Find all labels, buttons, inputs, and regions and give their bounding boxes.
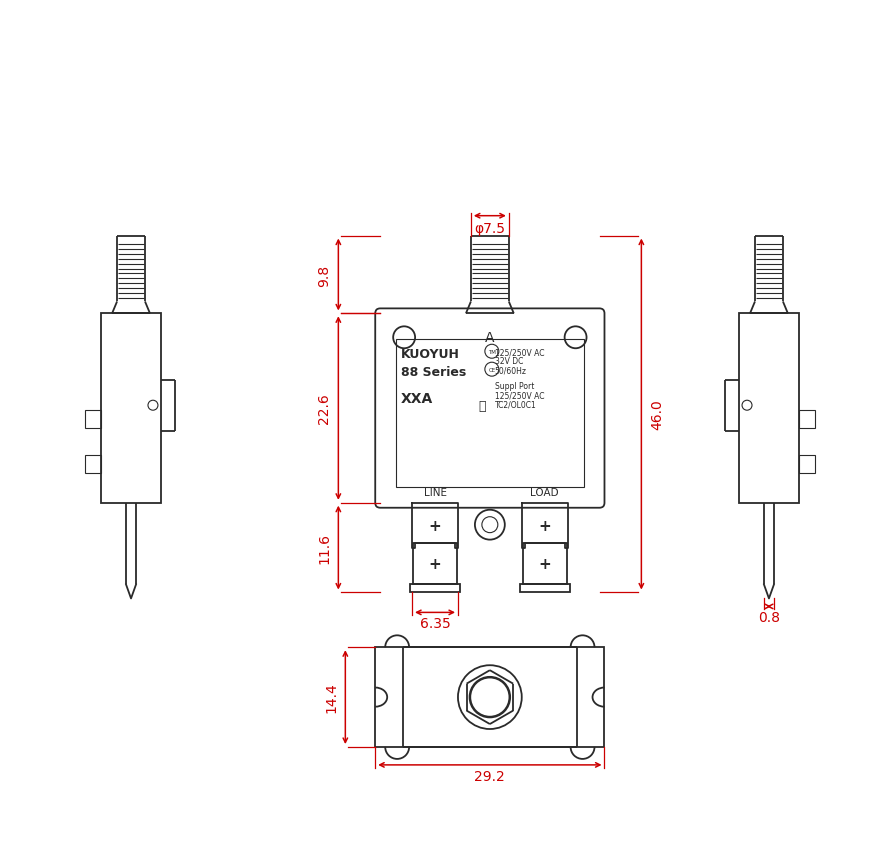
Text: 29.2: 29.2 <box>474 769 505 783</box>
Text: +: + <box>538 557 551 572</box>
Bar <box>522 543 566 585</box>
Text: TM: TM <box>488 350 496 354</box>
Text: Suppl Port: Suppl Port <box>495 381 534 391</box>
Text: +: + <box>429 519 441 533</box>
Text: KUOYUH: KUOYUH <box>401 348 460 361</box>
Bar <box>85 410 101 428</box>
Text: φ7.5: φ7.5 <box>474 222 505 235</box>
Text: CE: CE <box>488 368 496 372</box>
Text: TC2/OL0C1: TC2/OL0C1 <box>495 399 537 409</box>
Bar <box>739 314 799 503</box>
Text: 22.6: 22.6 <box>317 393 331 424</box>
Bar <box>85 456 101 473</box>
Bar <box>101 314 161 503</box>
Text: 9.8: 9.8 <box>317 264 331 287</box>
Text: 50/60Hz: 50/60Hz <box>495 366 527 374</box>
Text: 125/250V AC: 125/250V AC <box>495 348 545 357</box>
Text: 0.8: 0.8 <box>758 611 780 624</box>
Bar <box>520 585 570 593</box>
Text: 88 Series: 88 Series <box>401 366 466 379</box>
Text: 46.0: 46.0 <box>650 399 664 430</box>
Text: +: + <box>429 557 441 572</box>
Text: LINE: LINE <box>423 487 446 497</box>
Text: 32V DC: 32V DC <box>495 357 523 366</box>
Text: 6.35: 6.35 <box>420 617 450 630</box>
Bar <box>413 543 457 585</box>
Text: 14.4: 14.4 <box>324 682 338 712</box>
Text: +: + <box>538 519 551 533</box>
Bar <box>799 456 814 473</box>
FancyBboxPatch shape <box>375 309 605 508</box>
Text: LOAD: LOAD <box>530 487 559 497</box>
Bar <box>375 647 605 747</box>
Text: A: A <box>485 331 495 345</box>
Bar <box>396 339 583 487</box>
Bar <box>799 410 814 428</box>
Text: Ⓤ: Ⓤ <box>478 399 486 413</box>
Text: XXA: XXA <box>401 392 433 406</box>
Text: 11.6: 11.6 <box>317 532 331 564</box>
Text: 125/250V AC: 125/250V AC <box>495 391 545 400</box>
Bar <box>410 585 460 593</box>
